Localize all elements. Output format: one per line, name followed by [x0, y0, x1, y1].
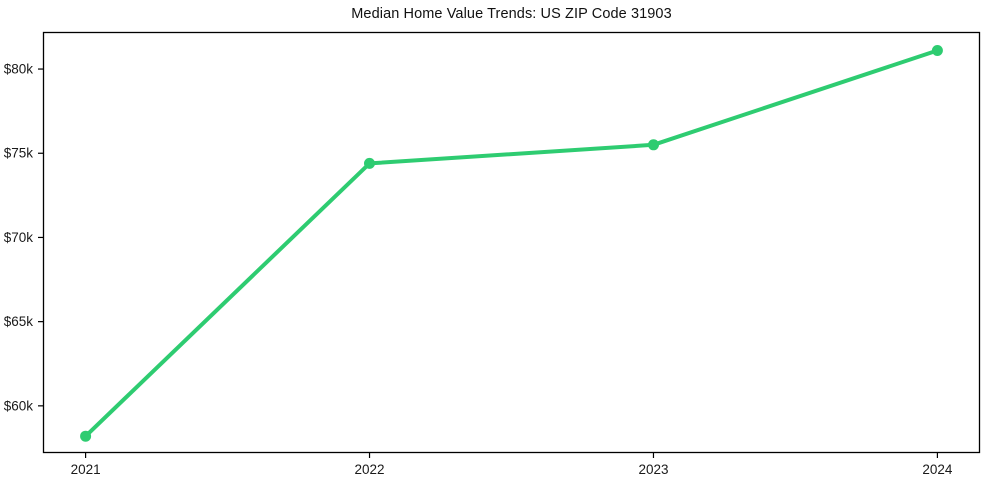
- data-point-marker-2023: [648, 139, 659, 151]
- trend-line: [83, 48, 940, 439]
- y-axis-tick-label: $70k: [4, 230, 34, 245]
- x-axis-tick-label: 2024: [922, 462, 953, 477]
- plot-area-border: [42, 31, 981, 454]
- y-axis-tick-label: $75k: [4, 146, 34, 161]
- data-point-marker-2022: [364, 157, 375, 169]
- y-axis-tick-label: $80k: [4, 62, 34, 77]
- chart-title: Median Home Value Trends: US ZIP Code 31…: [351, 6, 672, 22]
- data-point-marker-2024: [931, 45, 943, 56]
- x-axis-tick-label: 2022: [355, 462, 385, 477]
- y-axis-tick-label: $60k: [4, 398, 34, 413]
- data-point-marker-2021: [80, 430, 92, 442]
- x-axis-tick-label: 2021: [71, 462, 101, 477]
- x-axis-tick-label: 2023: [638, 462, 668, 477]
- y-axis-tick-label: $65k: [4, 314, 34, 329]
